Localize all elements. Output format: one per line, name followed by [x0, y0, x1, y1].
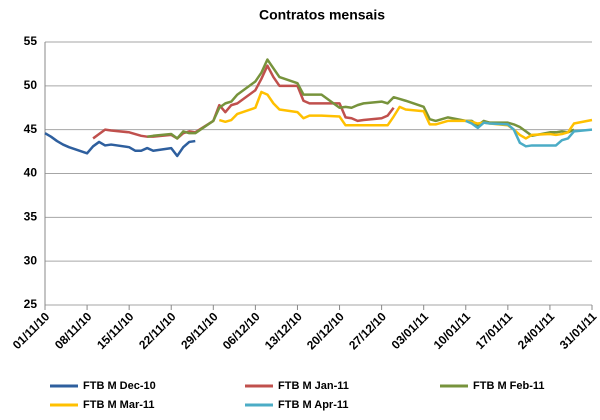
series-line — [44, 132, 196, 158]
legend-label: FTB M Apr-11 — [278, 399, 349, 411]
legend-label: FTB M Jan-11 — [278, 380, 349, 392]
x-tick-label: 08/11/10 — [52, 309, 95, 352]
x-tick-label: 22/11/10 — [136, 309, 179, 352]
legend-label: FTB M Feb-11 — [473, 380, 545, 392]
series-line — [147, 58, 575, 140]
chart-title: Contratos mensais — [259, 7, 385, 23]
x-tick-label: 06/12/10 — [220, 309, 263, 352]
x-tick-label: 03/01/11 — [389, 309, 432, 352]
legend-item: FTB M Apr-11 — [245, 399, 349, 411]
x-tick-label: 01/11/10 — [10, 309, 53, 352]
legend-item: FTB M Dec-10 — [50, 380, 156, 392]
x-tick-label: 27/12/10 — [346, 309, 389, 352]
series-line — [465, 119, 593, 148]
x-tick-label: 20/12/10 — [304, 309, 347, 352]
x-tick-label: 24/01/11 — [515, 309, 558, 352]
y-tick-label: 45 — [24, 122, 38, 136]
series-line — [92, 64, 395, 140]
x-tick-label: 17/01/11 — [473, 309, 516, 352]
y-tick-label: 40 — [24, 166, 38, 180]
y-tick-label: 35 — [24, 210, 38, 224]
legend-label: FTB M Dec-10 — [83, 380, 156, 392]
y-tick-label: 55 — [24, 34, 38, 48]
series-line — [218, 90, 593, 140]
legend-label: FTB M Mar-11 — [83, 399, 155, 411]
x-tick-label: 13/12/10 — [262, 309, 305, 352]
x-tick-label: 29/11/10 — [178, 309, 221, 352]
x-tick-label: 15/11/10 — [94, 309, 137, 352]
y-tick-label: 30 — [24, 253, 38, 267]
y-tick-label: 25 — [24, 297, 38, 311]
legend-item: FTB M Mar-11 — [50, 399, 155, 411]
y-tick-label: 50 — [24, 78, 38, 92]
legend-item: FTB M Feb-11 — [440, 380, 545, 392]
legend-item: FTB M Jan-11 — [245, 380, 349, 392]
x-tick-label: 31/01/11 — [557, 309, 600, 352]
x-tick-label: 10/01/11 — [431, 309, 474, 352]
